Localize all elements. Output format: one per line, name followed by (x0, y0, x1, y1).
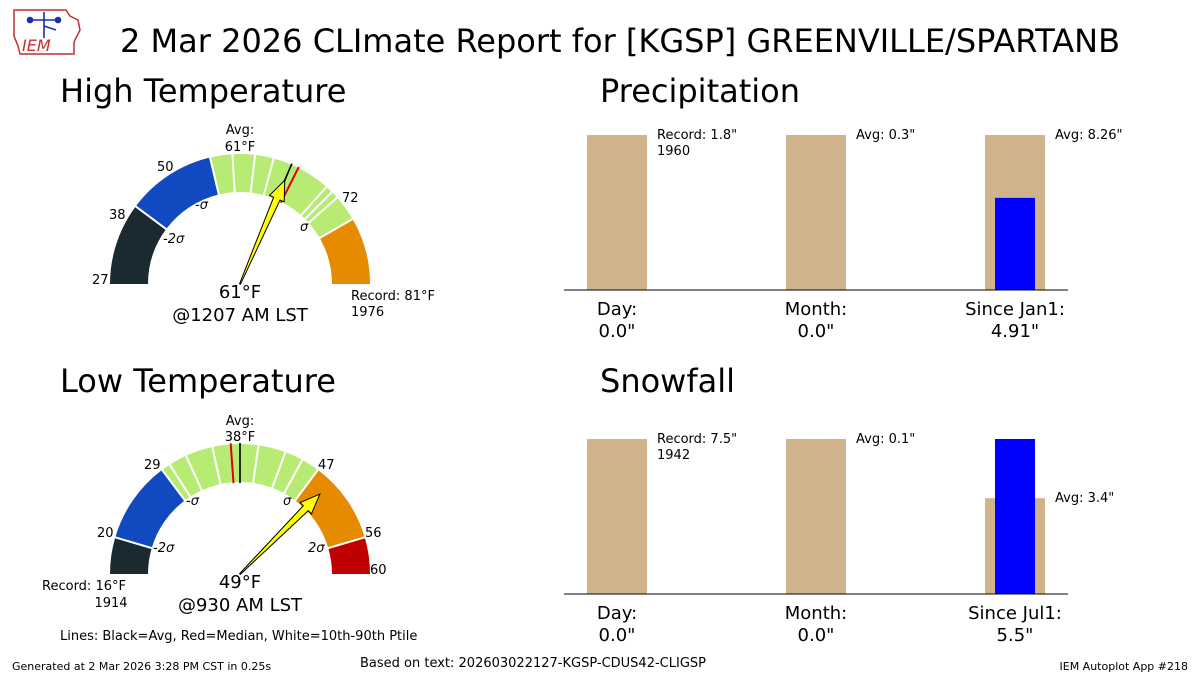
gauge-sigma-m2: -2σ (153, 541, 175, 556)
gauge-time: @1207 AM LST (172, 305, 309, 326)
bar-annotation-year-0: 1942 (657, 448, 690, 463)
gauge-tick-lower2: 38 (109, 208, 126, 223)
gauge-tick-lower1: 50 (157, 160, 174, 175)
high-temp-gauge: Avg: 61°F 27 38 50 72 -2σ -σ σ 61°F @120… (92, 123, 435, 326)
bar-annotation-1: Avg: 0.3" (856, 128, 915, 143)
observed-bar-2 (995, 439, 1035, 594)
gauge-sigma-m1: -σ (195, 198, 209, 213)
reference-bar-0 (587, 135, 647, 290)
high-temp-title: High Temperature (60, 72, 347, 110)
gauge-sigma-p1: σ (300, 220, 309, 235)
gauge-time: @930 AM LST (178, 595, 303, 616)
precip-title: Precipitation (600, 72, 801, 110)
gauge-avg-label: Avg: (226, 414, 254, 429)
percentile-line-5 (299, 185, 328, 217)
category-label-0: Day: (597, 299, 637, 320)
category-value-0: 0.0" (599, 321, 636, 342)
gauge-band-3 (319, 219, 370, 284)
percentile-line-7 (307, 196, 339, 225)
based-on-text: Based on text: 202603022127-KGSP-CDUS42-… (360, 656, 706, 671)
gauge-sigma-p1: σ (283, 494, 292, 509)
percentile-line-4 (262, 157, 275, 197)
median-line (229, 443, 235, 484)
gauge-tick-min: 20 (97, 526, 114, 541)
observed-bar-2 (995, 197, 1035, 290)
gauge-value: 61°F (219, 282, 261, 303)
category-value-2: 5.5" (997, 625, 1034, 646)
gauge-needle (238, 179, 286, 285)
report-title: 2 Mar 2026 CLImate Report for [KGSP] GRE… (120, 22, 1121, 60)
gauge-avg-label: Avg: (226, 123, 254, 138)
gauge-sigma-m1: -σ (186, 494, 200, 509)
iem-logo: IEM (13, 9, 81, 55)
category-label-2: Since Jan1: (965, 299, 1065, 320)
reference-bar-1 (786, 439, 846, 594)
gauge-record: Record: 16°F (42, 579, 126, 594)
gauge-needle (238, 493, 321, 576)
gauge-band-1 (135, 157, 219, 230)
percentile-line-0 (134, 204, 168, 231)
low-temp-gauge: Avg: 38°F 20 29 47 56 60 -2σ -σ σ 2σ 49°… (42, 414, 387, 616)
gauge-tick-max: 60 (370, 563, 387, 578)
percentile-line-9 (327, 536, 366, 550)
percentile-line-6 (303, 190, 334, 221)
gauge-record-year: 1914 (94, 596, 127, 611)
gauge-tick-min: 27 (92, 273, 109, 288)
bar-annotation-0: Record: 1.8" (657, 128, 737, 143)
gauge-sigma-m2: -2σ (163, 232, 185, 247)
category-label-1: Month: (785, 603, 847, 624)
reference-bar-1 (786, 135, 846, 290)
bar-annotation-2: Avg: 8.26" (1055, 128, 1123, 143)
gauge-tick-upper1: 72 (342, 191, 359, 206)
category-label-0: Day: (597, 603, 637, 624)
percentile-line-7 (282, 458, 304, 495)
weather-station-icon (26, 12, 62, 38)
percentile-line-3 (184, 454, 204, 492)
percentile-line-1 (160, 468, 187, 502)
percentile-line-0 (114, 536, 153, 550)
gauge-band-1 (115, 469, 185, 549)
reference-bar-0 (587, 439, 647, 594)
category-value-2: 4.91" (991, 321, 1039, 342)
gauge-band-3 (295, 469, 365, 549)
gauge-record-year: 1976 (351, 305, 384, 320)
percentile-line-6 (270, 450, 287, 490)
snowfall-title: Snowfall (600, 362, 735, 400)
logo-text: IEM (22, 36, 51, 55)
gauge-band-0 (110, 206, 167, 284)
category-value-0: 0.0" (599, 625, 636, 646)
bar-annotation-1: Avg: 0.1" (856, 432, 915, 447)
low-temp-title: Low Temperature (60, 362, 336, 400)
percentile-line-8 (293, 468, 320, 502)
gauge-sigma-p2: 2σ (308, 541, 325, 556)
app-label: IEM Autoplot App #218 (1059, 660, 1189, 673)
category-label-1: Month: (785, 299, 847, 320)
generated-text: Generated at 2 Mar 2026 3:28 PM CST in 0… (12, 660, 272, 673)
gauge-tick-upper2: 56 (365, 526, 382, 541)
percentile-line-8 (318, 217, 354, 240)
legend-lines: Lines: Black=Avg, Red=Median, White=10th… (60, 629, 418, 644)
percentile-line-4 (211, 445, 222, 486)
bar-annotation-year-0: 1960 (657, 144, 690, 159)
category-label-2: Since Jul1: (968, 603, 1062, 624)
gauge-avg-value: 61°F (225, 140, 256, 155)
gauge-value: 49°F (219, 572, 261, 593)
bar-annotation-0: Record: 7.5" (657, 432, 737, 447)
percentile-line-5 (251, 444, 260, 485)
gauge-band-4 (328, 537, 370, 574)
gauge-record: Record: 81°F (351, 289, 435, 304)
percentile-line-1 (208, 156, 220, 196)
gauge-avg-value: 38°F (225, 430, 256, 445)
gauge-band-0 (110, 537, 152, 574)
percentile-line-2 (231, 153, 236, 194)
percentile-line-3 (249, 153, 257, 194)
category-value-1: 0.0" (798, 625, 835, 646)
bar-annotation-2: Avg: 3.4" (1055, 491, 1114, 506)
category-value-1: 0.0" (798, 321, 835, 342)
gauge-tick-lower1: 29 (144, 458, 161, 473)
gauge-tick-upper1: 47 (318, 458, 335, 473)
percentile-line-2 (168, 463, 192, 498)
